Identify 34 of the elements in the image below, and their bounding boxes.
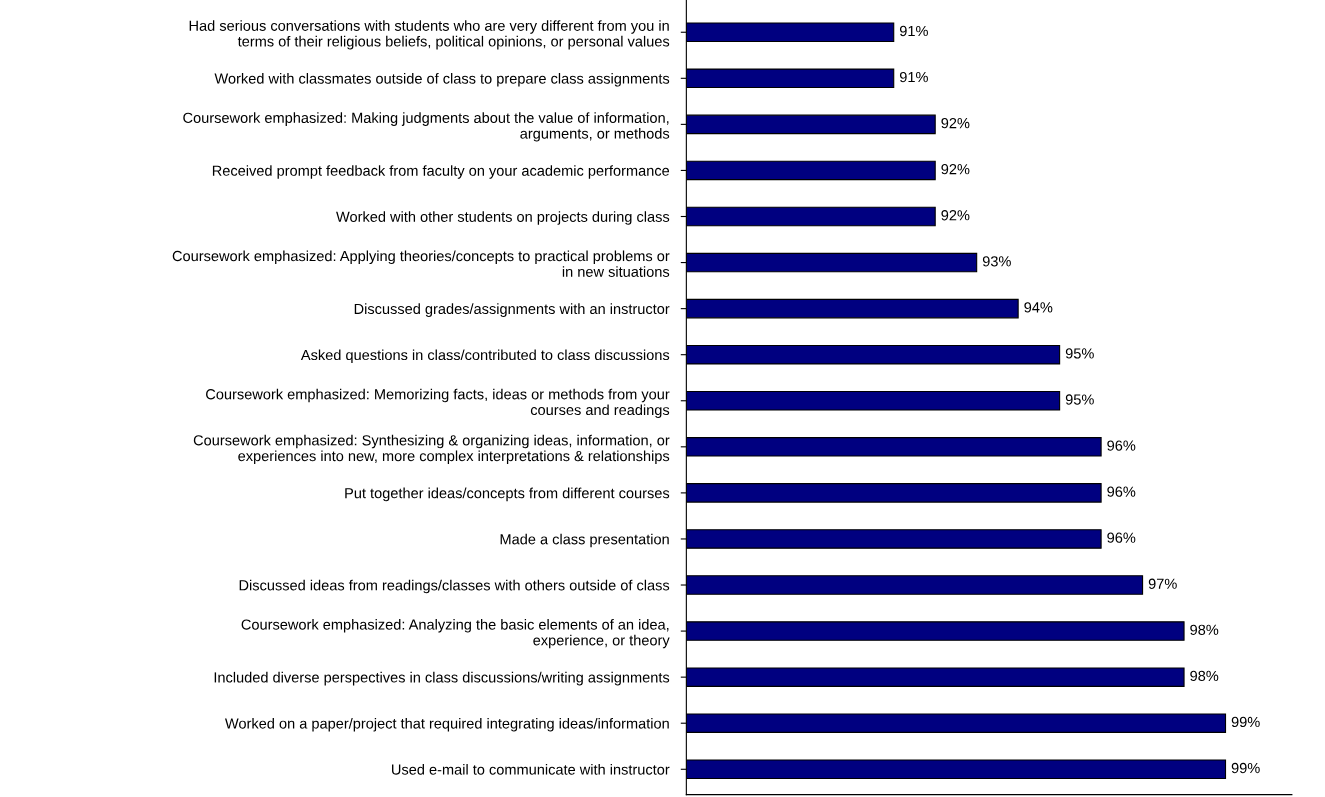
data-label: 95% [1065, 348, 1094, 359]
y-tick-label: Worked on a paper/project that required integrating ideas/information [224, 717, 669, 732]
data-label: 96% [1107, 440, 1136, 451]
y-tick-label: Coursework emphasized: Analyzing the basic elements of an idea, experience, or theory [241, 619, 670, 649]
data-label: 97% [1148, 578, 1177, 589]
y-tick-label: Put together ideas/concepts from different courses [345, 487, 670, 502]
data-label: 91% [899, 25, 928, 37]
y-tick-label: Coursework emphasized: Memorizing facts, ideas or methods from your courses and readings [206, 388, 670, 418]
data-label: 94% [1024, 302, 1053, 313]
data-label: 96% [1107, 532, 1136, 543]
data-label: 99% [1231, 762, 1260, 774]
y-tick-label: Worked with other students on projects during class [336, 211, 670, 225]
y-tick-label: Had serious conversations with students who are very different from you in terms of their religious beliefs, political opinions, or personal values [189, 20, 670, 50]
y-tick-label: Received prompt feedback from faculty on your academic performance [212, 165, 670, 179]
data-label: 92% [941, 210, 970, 221]
data-label: 98% [1190, 670, 1219, 682]
data-label: 98% [1190, 624, 1219, 635]
data-label: 91% [899, 71, 928, 83]
data-label: 95% [1065, 394, 1094, 405]
y-tick-label: Coursework emphasized: Applying theories/concepts to practical problems or in new situations [172, 250, 670, 277]
y-tick-label: Discussed ideas from readings/classes with others outside of class [239, 579, 670, 594]
y-tick-label: Made a class presentation [500, 533, 669, 548]
y-tick-label: Asked questions in class/contributed to class discussions [300, 349, 670, 364]
data-label: 99% [1231, 716, 1260, 728]
y-tick-label: Coursework emphasized: Making judgments about the value of information, arguments, or methods [183, 112, 670, 142]
data-label: 92% [941, 164, 970, 175]
y-tick-label: Used e-mail to communicate with instructor [392, 763, 670, 775]
y-tick-label: Worked with classmates outside of class to prepare class assignments [214, 73, 670, 87]
data-label: 96% [1107, 486, 1136, 497]
y-tick-label: Discussed grades/assignments with an instructor [354, 303, 670, 317]
data-label: 93% [982, 256, 1011, 267]
data-label: 92% [941, 117, 970, 129]
y-tick-label: Coursework emphasized: Synthesizing & organizing ideas, information, or experiences into new, more complex interpretations & relationships [193, 434, 670, 465]
y-tick-label: Included diverse perspectives in class discussions/writing assignments [214, 671, 670, 686]
